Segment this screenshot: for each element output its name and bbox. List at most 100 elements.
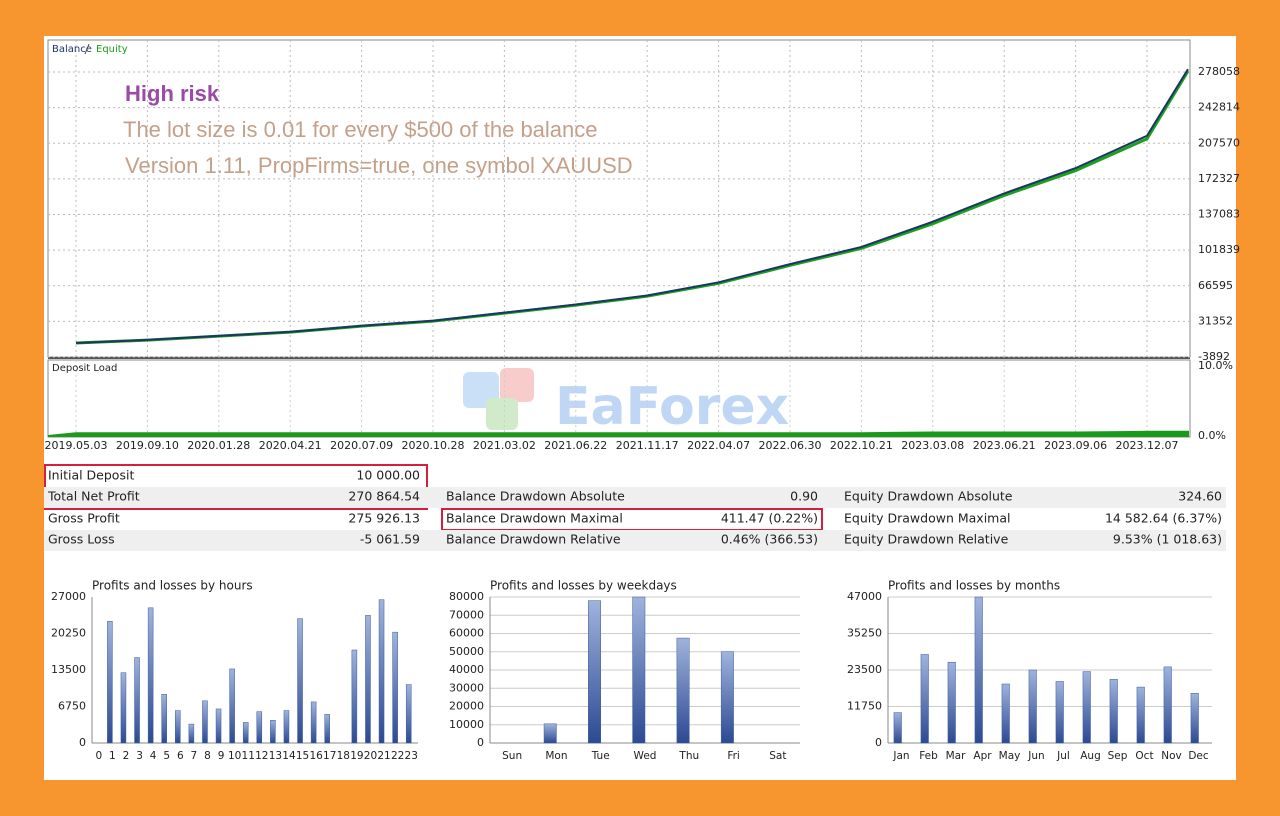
stat-label: Total Net Profit xyxy=(47,489,140,504)
bar xyxy=(310,701,317,744)
bar xyxy=(632,596,646,744)
bar xyxy=(120,672,127,744)
x-tick-label: 2021.11.17 xyxy=(616,439,679,452)
y-tick-label: 31352 xyxy=(1198,314,1233,327)
bar xyxy=(324,714,330,744)
y-tick-label: 80000 xyxy=(449,590,484,603)
chart-title: Profits and losses by months xyxy=(888,579,1060,593)
stat-label: Equity Drawdown Absolute xyxy=(844,489,1013,504)
chart-title: Profits and losses by hours xyxy=(92,579,253,593)
x-tick-label: Dec xyxy=(1188,750,1209,762)
stat-value: 14 582.64 (6.37%) xyxy=(1105,511,1222,526)
x-tick-label: Apr xyxy=(973,750,992,762)
legend-separator xyxy=(84,43,90,55)
bar xyxy=(270,720,276,744)
stat-label: Initial Deposit xyxy=(48,468,134,483)
bar xyxy=(378,599,385,744)
bar xyxy=(676,637,690,744)
y-tick-label: 40000 xyxy=(449,663,484,676)
y-tick-label: 242814 xyxy=(1198,101,1240,114)
bar xyxy=(920,654,929,744)
x-tick-label: 6 xyxy=(177,750,184,762)
bar xyxy=(215,708,222,744)
bar xyxy=(588,600,601,744)
x-tick-label: 16 xyxy=(309,750,323,762)
bar xyxy=(543,723,557,744)
bar xyxy=(974,596,983,744)
x-tick-label: May xyxy=(999,750,1021,762)
stat-value: 0.90 xyxy=(790,489,818,504)
x-tick-label: 2020.04.21 xyxy=(259,439,322,452)
stat-value: 270 864.54 xyxy=(348,489,420,504)
x-tick-label: 23 xyxy=(405,750,418,762)
stat-value: 0.46% (366.53) xyxy=(721,532,818,547)
x-tick-label: Jan xyxy=(892,750,909,762)
x-tick-label: Tue xyxy=(591,750,610,762)
x-tick-label: 12 xyxy=(255,750,268,762)
x-tick-label: Aug xyxy=(1080,750,1101,762)
x-tick-label: 18 xyxy=(337,750,350,762)
series-line xyxy=(75,68,1189,344)
load-area xyxy=(47,430,1189,437)
y-tick-label: 207570 xyxy=(1198,136,1240,149)
y-tick-label: 50000 xyxy=(449,645,484,658)
bar xyxy=(1163,666,1172,744)
x-tick-label: 2023.09.06 xyxy=(1044,439,1107,452)
stat-label: Balance Drawdown Relative xyxy=(446,532,621,547)
y-tick-label: -3892 xyxy=(1198,350,1230,363)
x-tick-label: 14 xyxy=(282,750,296,762)
x-tick-label: 7 xyxy=(191,750,198,762)
logo-block xyxy=(500,368,534,402)
x-tick-label: Sun xyxy=(502,750,522,762)
bar xyxy=(107,621,113,744)
stat-value: 411.47 (0.22%) xyxy=(721,511,818,526)
stat-label: Gross Profit xyxy=(48,511,120,526)
watermark: EaForex xyxy=(463,368,789,437)
version-note: Version 1.11, PropFirms=true, one symbol… xyxy=(125,153,633,178)
bar xyxy=(365,615,371,744)
x-tick-label: 2022.10.21 xyxy=(830,439,893,452)
y-tick-label: 35250 xyxy=(847,627,882,640)
x-tick-label: 2022.06.30 xyxy=(759,439,822,452)
x-tick-label: 1 xyxy=(109,750,116,762)
x-tick-label: 4 xyxy=(150,750,157,762)
x-tick-label: 2021.06.22 xyxy=(544,439,607,452)
y-tick-label: 11750 xyxy=(847,700,882,713)
stat-value: 324.60 xyxy=(1178,489,1222,504)
bar xyxy=(1190,693,1199,744)
y-tick-label: 20000 xyxy=(449,700,484,713)
stat-label: Balance Drawdown Maximal xyxy=(446,511,623,526)
x-tick-label: 2019.09.10 xyxy=(116,439,179,452)
bar xyxy=(1136,686,1145,744)
x-tick-label: Feb xyxy=(919,750,938,762)
stat-value: -5 061.59 xyxy=(360,532,420,547)
x-tick-label: 5 xyxy=(163,750,170,762)
x-tick-label: Oct xyxy=(1135,750,1153,762)
x-tick-label: 2 xyxy=(123,750,130,762)
y-tick-label: 137083 xyxy=(1198,208,1240,221)
x-tick-label: 22 xyxy=(391,750,404,762)
y-tick-label: 10.0% xyxy=(1198,359,1233,372)
y-tick-label: 27000 xyxy=(51,590,86,603)
x-tick-label: 9 xyxy=(218,750,225,762)
stat-label: Equity Drawdown Maximal xyxy=(844,511,1010,526)
x-tick-label: Jun xyxy=(1027,750,1044,762)
x-tick-label: Mon xyxy=(545,750,567,762)
y-tick-label: 0.0% xyxy=(1198,429,1226,442)
bar xyxy=(297,618,303,744)
y-tick-label: 66595 xyxy=(1198,279,1233,292)
watermark-text: EaForex xyxy=(555,377,789,437)
x-tick-label: Jul xyxy=(1056,750,1070,762)
stat-label: Gross Loss xyxy=(48,532,115,547)
risk-label: High risk xyxy=(125,81,220,106)
y-tick-label: 10000 xyxy=(449,718,484,731)
x-tick-label: Sat xyxy=(769,750,786,762)
x-tick-label: Thu xyxy=(678,750,699,762)
x-tick-label: 2020.10.28 xyxy=(402,439,465,452)
x-tick-label: Mar xyxy=(946,750,966,762)
y-tick-label: 172327 xyxy=(1198,172,1240,185)
x-tick-label: 2023.06.21 xyxy=(973,439,1036,452)
row-shade xyxy=(44,487,1226,508)
x-tick-label: 2020.07.09 xyxy=(330,439,393,452)
